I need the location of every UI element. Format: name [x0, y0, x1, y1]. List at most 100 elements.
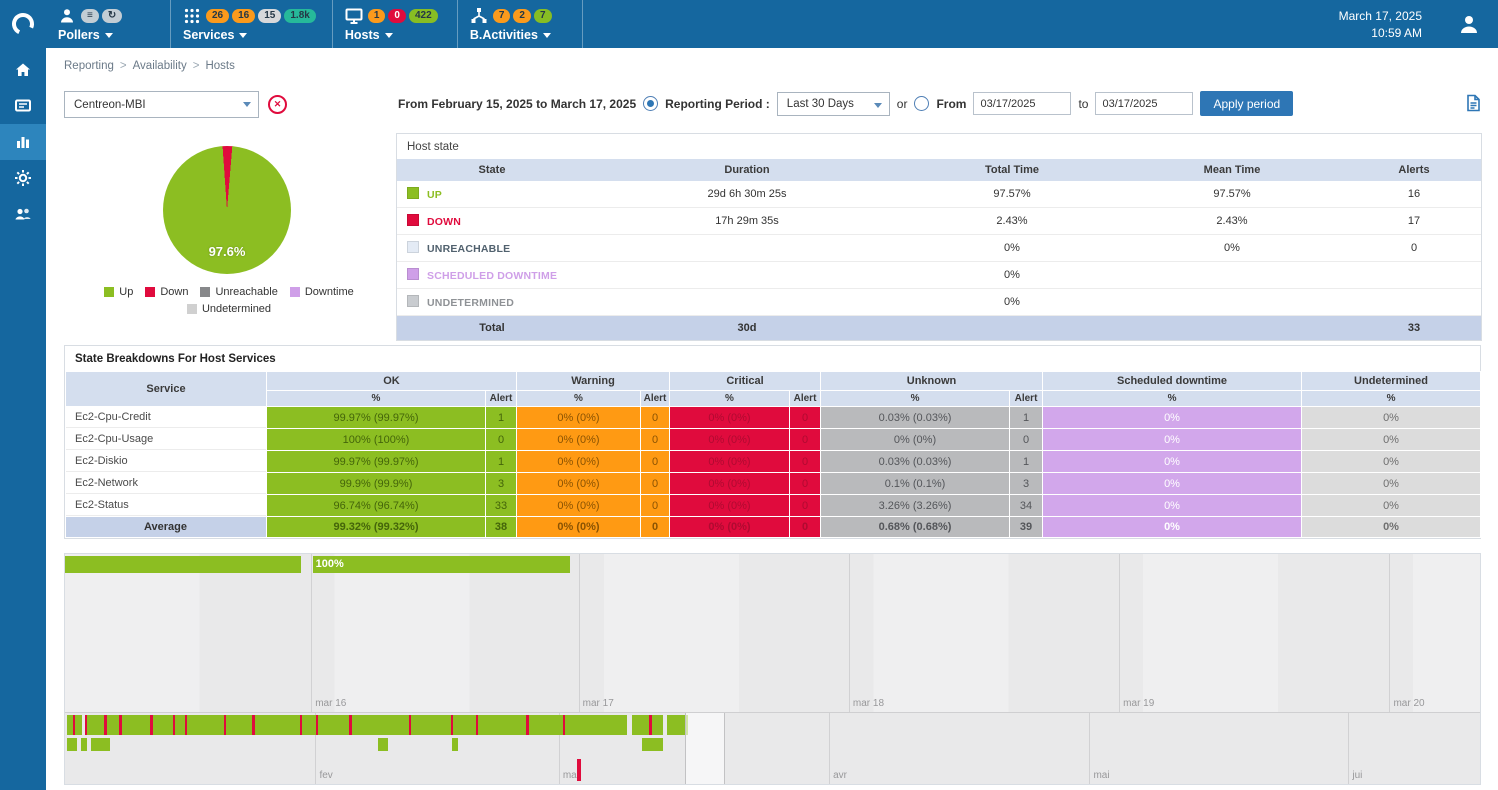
breakdown-value-cell: 0%: [1043, 473, 1302, 494]
breakdown-value-cell: 0: [641, 495, 669, 516]
breakdown-value-cell: 0.03% (0.03%): [821, 451, 1010, 472]
breakdown-value-cell: 0%: [1043, 495, 1302, 516]
sidebar-item-reporting[interactable]: [0, 124, 46, 160]
value-cell: 2.43%: [1117, 207, 1347, 235]
service-breakdown-table: Service OK Warning Critical Unknown Scheduled…: [65, 371, 1482, 538]
legend-label: Down: [160, 286, 189, 298]
nav-hosts[interactable]: 1 0 422 Hosts: [333, 0, 458, 48]
overview-bar: [86, 715, 104, 735]
state-label: UNDETERMINED: [427, 297, 514, 309]
column-header: Mean Time: [1117, 159, 1347, 181]
centreon-logo[interactable]: [0, 0, 46, 48]
counter-badge: 26: [206, 9, 230, 23]
breadcrumb-availability[interactable]: Availability: [132, 60, 187, 72]
breadcrumb-reporting[interactable]: Reporting: [64, 60, 114, 72]
breakdown-value-cell: 1: [1010, 451, 1043, 472]
from-date-input[interactable]: [973, 92, 1072, 115]
pie-legend: Up Down Unreachable Downtime Undetermined: [64, 286, 394, 315]
breakdown-title: State Breakdowns For Host Services: [75, 353, 276, 365]
timeline-tick-label: mar 19: [1123, 698, 1155, 709]
breakdown-average-cell: 0% (0%): [670, 517, 789, 537]
overview-bar: [67, 715, 73, 735]
breakdown-value-cell: 0%: [1302, 429, 1481, 450]
column-subheader: %: [517, 391, 640, 406]
overview-bar: [121, 715, 150, 735]
value-cell: 29d 6h 30m 25s: [587, 181, 907, 208]
to-date-input[interactable]: [1095, 92, 1194, 115]
overview-bar: [91, 738, 110, 751]
breadcrumb: Reporting > Availability > Hosts: [64, 60, 235, 72]
column-header: Total Time: [907, 159, 1117, 181]
breakdown-value-cell: 99.97% (99.97%): [267, 451, 485, 472]
timeline-overview-chart[interactable]: fev mar avr mai jui: [65, 713, 1480, 784]
host-state-title: Host state: [407, 141, 459, 153]
sidebar-item-monitoring[interactable]: [0, 88, 46, 124]
pollers-icon: [58, 7, 76, 25]
value-cell: [587, 288, 907, 316]
value-cell: 17: [1347, 207, 1481, 235]
counter-badge: 7: [533, 9, 552, 23]
nav-services[interactable]: 26 16 15 1.8k Services: [171, 0, 333, 48]
state-label: SCHEDULED DOWNTIME: [427, 270, 558, 282]
main-content: Reporting > Availability > Hosts Centreon-MB…: [46, 48, 1498, 790]
period-select[interactable]: Last 30 Days: [776, 91, 890, 116]
host-state-total-row: Total 30d 33: [397, 315, 1481, 340]
timeline-tick-label: mar 17: [582, 698, 614, 709]
timeline-gridline: [848, 554, 850, 712]
apply-period-button[interactable]: Apply period: [1200, 91, 1294, 116]
host-state-row: DOWN 17h 29m 35s 2.43% 2.43% 17: [397, 207, 1481, 235]
overview-bar: [476, 715, 479, 735]
bar-value-label: 100%: [315, 558, 344, 570]
breakdown-value-cell: 96.74% (96.74%): [267, 495, 485, 516]
sidebar: [0, 48, 46, 790]
legend-label: Undetermined: [201, 303, 272, 315]
period-controls: From February 15, 2025 to March 17, 2025…: [398, 91, 1294, 116]
state-color-swatch: [407, 214, 419, 226]
column-group-header: Scheduled downtime: [1043, 372, 1302, 390]
legend-item: Downtime: [289, 286, 354, 298]
custom-period-radio[interactable]: [914, 96, 930, 111]
chevron-down-icon: [243, 102, 251, 107]
value-cell: [1117, 288, 1347, 316]
export-report-icon[interactable]: [1464, 94, 1482, 117]
breakdown-value-cell: 0%: [1043, 451, 1302, 472]
column-subheader: %: [1043, 391, 1302, 406]
column-subheader: %: [1302, 391, 1481, 406]
overview-bar: [651, 715, 663, 735]
breakdown-value-cell: 34: [1010, 495, 1043, 516]
timeline-detail-chart[interactable]: mar 16 mar 17 mar 18 mar 19 mar 20 100%: [65, 554, 1480, 713]
chevron-down-icon: [542, 32, 551, 38]
overview-bar: [224, 715, 227, 735]
value-cell: 0%: [907, 288, 1117, 316]
host-select[interactable]: Centreon-MBI: [64, 91, 259, 118]
host-state-row: UP 29d 6h 30m 25s 97.57% 97.57% 16: [397, 181, 1481, 208]
legend-label: Up: [119, 286, 134, 298]
nav-hosts-label: Hosts: [344, 28, 380, 42]
service-breakdown-row: Ec2-Network 99.9% (99.9%) 3 0% (0%) 0 0% (0%)…: [66, 473, 1481, 494]
breakdown-value-cell: 0: [641, 451, 669, 472]
timeline-gridline: [315, 713, 317, 784]
nav-pollers[interactable]: ≡ ↻ Pollers: [46, 0, 171, 48]
overview-bar: [184, 715, 188, 735]
overview-bar: [349, 715, 353, 735]
timeline-selection-window[interactable]: [684, 713, 725, 784]
sidebar-item-home[interactable]: [0, 52, 46, 88]
breakdown-value-cell: 0: [1010, 429, 1043, 450]
user-menu[interactable]: [1440, 0, 1498, 48]
state-label: UNREACHABLE: [427, 243, 511, 255]
clear-filter-icon[interactable]: ✕: [268, 95, 287, 114]
sidebar-item-configuration[interactable]: [0, 160, 46, 196]
breakdown-value-cell: 0: [790, 473, 821, 494]
overview-bar: [106, 715, 120, 735]
sidebar-item-administration[interactable]: [0, 196, 46, 232]
host-state-table: State Duration Total Time Mean Time Alerts U…: [397, 159, 1481, 340]
reporting-period-radio[interactable]: [643, 96, 659, 111]
or-label: or: [896, 96, 908, 111]
breakdown-value-cell: 0% (0%): [670, 451, 789, 472]
host-state-row: SCHEDULED DOWNTIME 0%: [397, 261, 1481, 289]
counter-badge: 1: [367, 9, 386, 23]
breakdown-value-cell: 33: [486, 495, 516, 516]
breadcrumb-hosts: Hosts: [205, 60, 235, 72]
timeline-gridline: [1348, 713, 1350, 784]
